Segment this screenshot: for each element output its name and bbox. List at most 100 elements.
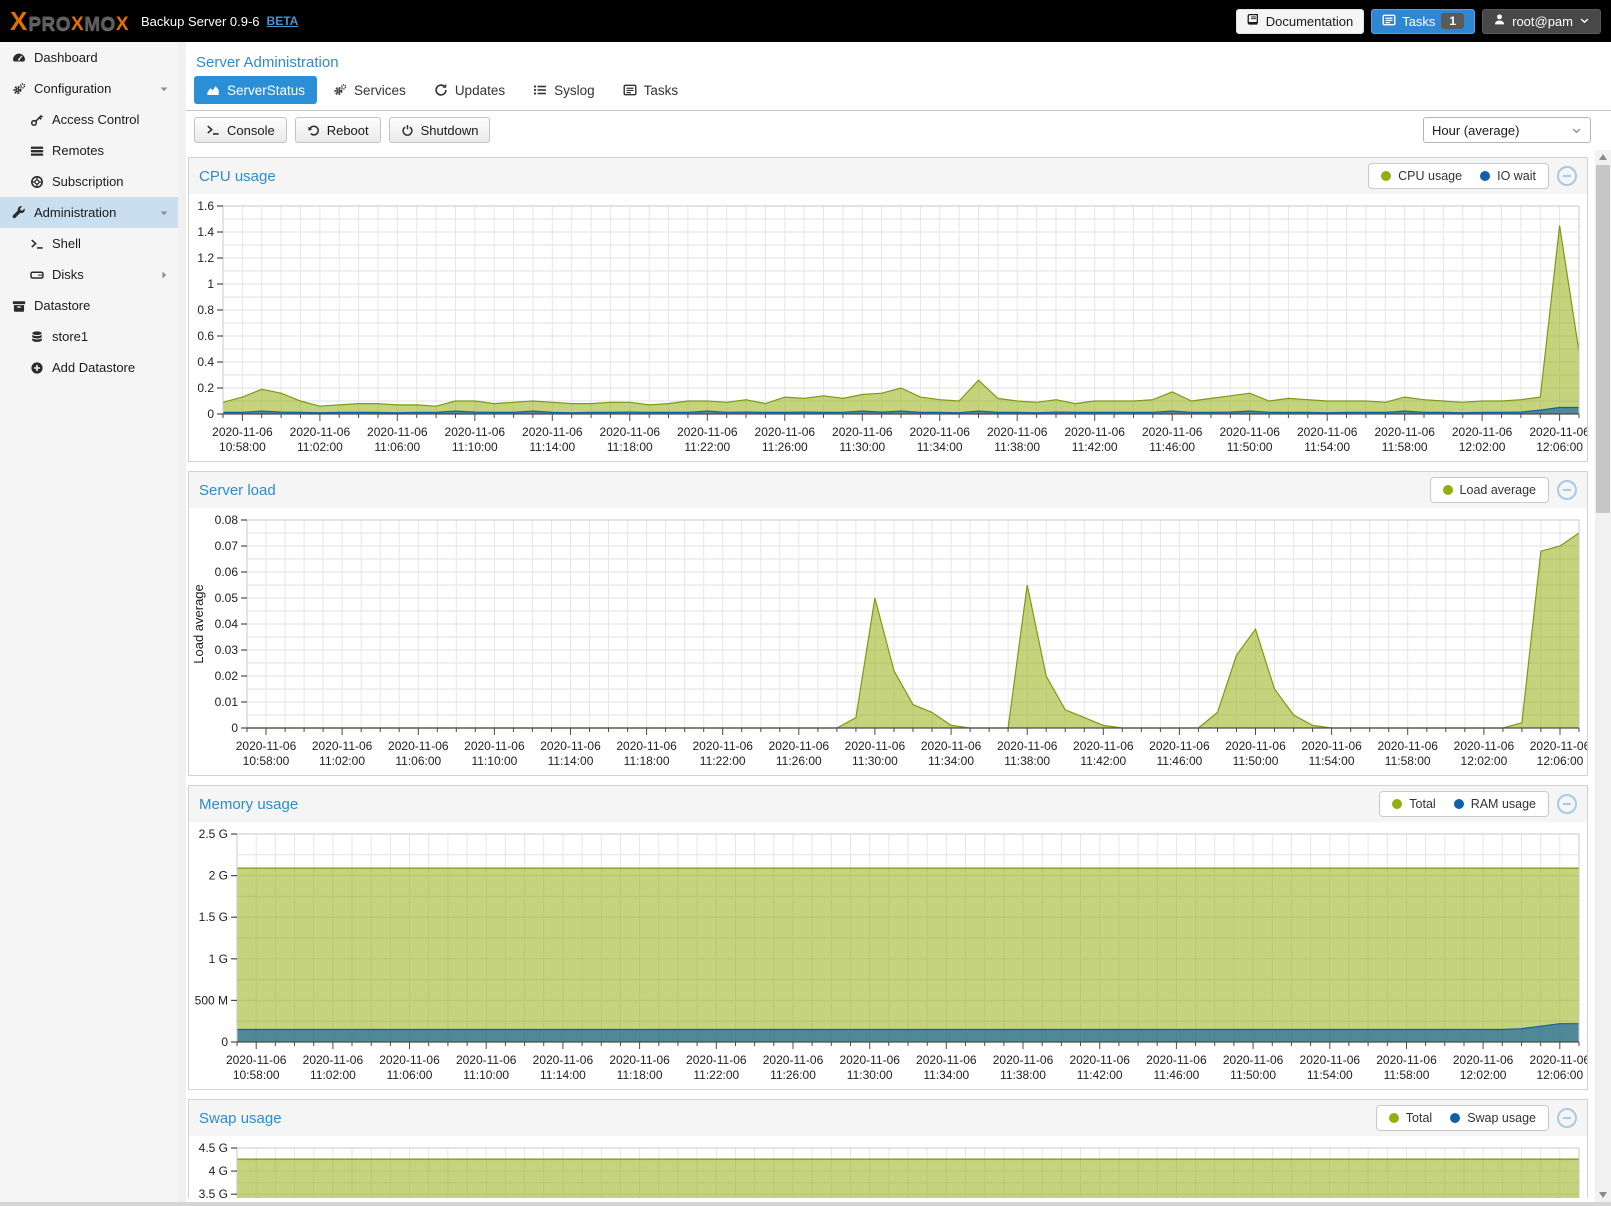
load-panel-title: Server load — [199, 481, 276, 499]
reboot-button[interactable]: Reboot — [294, 117, 381, 143]
collapse-panel-button[interactable] — [1557, 480, 1577, 500]
svg-text:0.07: 0.07 — [215, 539, 239, 553]
plus-circle-icon — [28, 361, 45, 375]
legend-label: IO wait — [1497, 169, 1536, 183]
tab-tasks[interactable]: Tasks — [611, 76, 691, 104]
collapse-panel-button[interactable] — [1557, 794, 1577, 814]
svg-text:2020-11-06: 2020-11-06 — [600, 425, 661, 439]
legend-item: Total — [1392, 797, 1436, 811]
svg-text:2020-11-06: 2020-11-06 — [616, 739, 677, 753]
svg-text:0.06: 0.06 — [215, 565, 239, 579]
list-alt-icon — [623, 83, 637, 97]
svg-text:2 G: 2 G — [209, 869, 228, 883]
cogs-icon — [10, 82, 27, 96]
time-range-dropdown[interactable]: Hour (average) — [1423, 117, 1591, 143]
sidebar: Dashboard Configuration Access Control Remo… — [0, 42, 178, 1206]
svg-text:11:34:00: 11:34:00 — [928, 754, 974, 768]
sidebar-item-label: store1 — [52, 329, 89, 344]
legend-item: Total — [1388, 1111, 1432, 1125]
svg-text:11:50:00: 11:50:00 — [1233, 754, 1279, 768]
caret-right-icon[interactable] — [158, 269, 170, 281]
sidebar-item-dashboard[interactable]: Dashboard — [0, 42, 178, 73]
svg-text:2020-11-06: 2020-11-06 — [1454, 739, 1515, 753]
archive-icon — [10, 299, 27, 313]
svg-text:11:14:00: 11:14:00 — [540, 1068, 586, 1082]
tab-serverstatus[interactable]: ServerStatus — [194, 76, 318, 104]
beta-link[interactable]: BETA — [266, 14, 299, 28]
sidebar-item-subscription[interactable]: Subscription — [0, 166, 178, 197]
collapse-panel-button[interactable] — [1557, 166, 1577, 186]
memory-panel-title: Memory usage — [199, 795, 299, 813]
console-label: Console — [227, 122, 275, 138]
user-label: root@pam — [1512, 13, 1573, 29]
undo-icon — [307, 124, 320, 137]
charts-scroll-area: CPU usage CPU usage IO wait 0 0.2 0.4 0.6 0.8 1 1… — [186, 149, 1611, 1198]
tasks-button[interactable]: Tasks 1 — [1371, 8, 1476, 34]
sidebar-item-store1[interactable]: store1 — [0, 321, 178, 352]
svg-text:11:30:00: 11:30:00 — [847, 1068, 893, 1082]
legend-dot — [1388, 1113, 1399, 1123]
legend-label: Swap usage — [1467, 1111, 1536, 1125]
svg-text:12:02:00: 12:02:00 — [1460, 1068, 1507, 1082]
sidebar-item-configuration[interactable]: Configuration — [0, 73, 178, 104]
svg-text:12:06:00: 12:06:00 — [1536, 1068, 1583, 1082]
svg-text:11:10:00: 11:10:00 — [463, 1068, 509, 1082]
cpu-panel-body: 0 0.2 0.4 0.6 0.8 1 1.2 1.4 1.6 2020-11-06 10:58:0… — [189, 194, 1587, 461]
cpu-panel: CPU usage CPU usage IO wait 0 0.2 0.4 0.6 0.8 1 1… — [188, 157, 1588, 462]
cpu-chart: 00.20.40.60.811.21.41.62020-11-0610:58:0… — [197, 199, 1587, 454]
svg-text:2020-11-06: 2020-11-06 — [212, 425, 273, 439]
sidebar-item-datastore[interactable]: Datastore — [0, 290, 178, 321]
user-icon — [1493, 13, 1506, 29]
shutdown-button[interactable]: Shutdown — [388, 117, 491, 143]
tab-services[interactable]: Services — [321, 76, 418, 104]
sidebar-item-remotes[interactable]: Remotes — [0, 135, 178, 166]
console-button[interactable]: Console — [194, 117, 287, 143]
svg-text:2020-11-06: 2020-11-06 — [1452, 425, 1513, 439]
sidebar-item-add-datastore[interactable]: Add Datastore — [0, 352, 178, 383]
svg-text:11:46:00: 11:46:00 — [1156, 754, 1202, 768]
scroll-down-arrow[interactable] — [1595, 1188, 1611, 1202]
svg-text:2020-11-06: 2020-11-06 — [692, 739, 753, 753]
tab-bar: ServerStatus Services Updates Syslog Tasks — [186, 76, 1611, 111]
legend-item: IO wait — [1480, 169, 1536, 183]
svg-text:11:26:00: 11:26:00 — [776, 754, 822, 768]
sidebar-item-shell[interactable]: Shell — [0, 228, 178, 259]
caret-down-icon[interactable] — [158, 83, 170, 95]
legend-dot — [1381, 171, 1392, 181]
user-menu-button[interactable]: root@pam — [1482, 8, 1601, 34]
scrollbar-thumb[interactable] — [1596, 165, 1610, 513]
window-bottom-edge — [0, 1202, 1611, 1206]
scroll-up-arrow[interactable] — [1595, 150, 1611, 164]
svg-text:2020-11-06: 2020-11-06 — [540, 739, 601, 753]
legend-label: Total — [1409, 797, 1436, 811]
svg-text:11:42:00: 11:42:00 — [1072, 440, 1118, 454]
sidebar-item-access-control[interactable]: Access Control — [0, 104, 178, 135]
load-panel-header: Server load Load average — [189, 472, 1587, 508]
documentation-button[interactable]: Documentation — [1235, 8, 1365, 34]
tasks-count-badge: 1 — [1441, 13, 1465, 29]
svg-text:2020-11-06: 2020-11-06 — [909, 425, 970, 439]
sidebar-item-disks[interactable]: Disks — [0, 259, 178, 290]
toolbar: Console Reboot Shutdown Hour (average) — [186, 111, 1611, 149]
svg-text:2020-11-06: 2020-11-06 — [1219, 425, 1280, 439]
svg-text:2020-11-06: 2020-11-06 — [1142, 425, 1203, 439]
svg-text:11:18:00: 11:18:00 — [624, 754, 670, 768]
sidebar-item-administration[interactable]: Administration — [0, 197, 178, 228]
svg-text:11:26:00: 11:26:00 — [762, 440, 808, 454]
vertical-scrollbar[interactable] — [1595, 150, 1611, 1202]
svg-text:2020-11-06: 2020-11-06 — [236, 739, 297, 753]
sidebar-item-label: Disks — [52, 267, 84, 282]
tab-syslog[interactable]: Syslog — [521, 76, 607, 104]
proxmox-x-icon: X — [10, 5, 28, 36]
tab-label: Syslog — [554, 82, 595, 98]
tab-label: ServerStatus — [227, 82, 306, 98]
svg-text:0.4: 0.4 — [197, 355, 214, 369]
tab-updates[interactable]: Updates — [422, 76, 517, 104]
load-panel-body: 0 0.01 0.02 0.03 0.04 0.05 0.06 0.07 0.08 2020-11… — [189, 508, 1587, 775]
brand-text: PROXMOX — [28, 13, 130, 35]
time-range-value: Hour (average) — [1432, 122, 1520, 138]
collapse-panel-button[interactable] — [1557, 1108, 1577, 1128]
svg-text:2020-11-06: 2020-11-06 — [609, 1053, 670, 1067]
caret-down-icon[interactable] — [158, 207, 170, 219]
bars-icon — [28, 144, 45, 158]
